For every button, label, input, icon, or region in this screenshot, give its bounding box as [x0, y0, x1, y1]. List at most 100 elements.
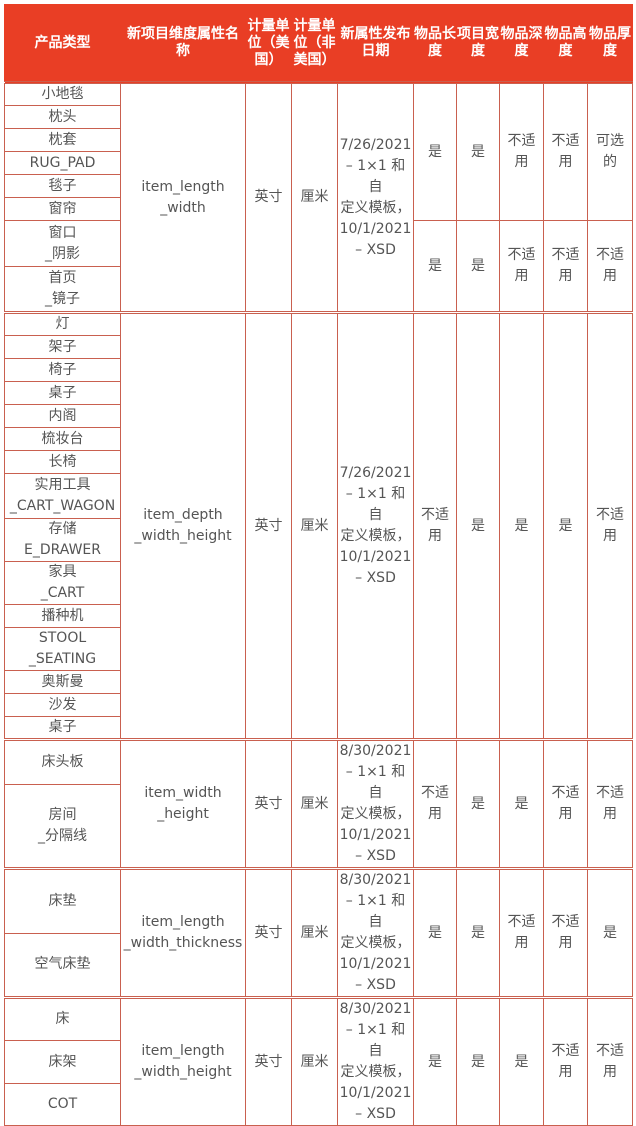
product-type-cell: 小地毯 [4, 81, 121, 106]
item-length-cell: 是 [413, 867, 457, 998]
item-length-cell: 不适 用 [413, 311, 457, 740]
item-length-cell: 不适 用 [413, 738, 457, 869]
header-release-date: 新属性发布日期 [337, 4, 414, 83]
table-row: STOOL _SEATING [4, 627, 633, 671]
item-width-cell: 是 [456, 738, 500, 869]
table-row: 床垫 item_length _width_thickness 英寸 厘米 8/30/2… [4, 867, 633, 998]
product-type-cell: 梳妆台 [4, 427, 121, 451]
item-depth-cell: 不适 用 [499, 81, 544, 221]
header-item-depth: 物品深度 [499, 4, 544, 83]
product-type-cell: 沙发 [4, 693, 121, 717]
table-row: 床 item_length _width_height 英寸 厘米 8/30/2021 … [4, 995, 633, 1126]
item-length-cell: 是 [413, 996, 457, 1126]
product-type-cell: 内阁 [4, 404, 121, 428]
item-thickness-cell: 不适 用 [587, 996, 633, 1126]
table-row: 枕套 [4, 128, 633, 152]
product-type-cell: 桌子 [4, 381, 121, 405]
product-type-cell: 灯 [4, 311, 121, 336]
item-thickness-cell: 是 [587, 867, 633, 998]
table-row: 窗口 _阴影是是不适 用不适 用不适 用 [4, 220, 633, 313]
release-date-cell: 7/26/2021 – 1×1 和自 定义模板， 10/1/2021 – XSD [337, 81, 414, 313]
product-dimension-table: 产品类型 新项目维度属性名称 计量单位（美国） 计量单位（非美国） 新属性发布日期 物品长… [4, 4, 633, 1126]
unit-us-cell: 英寸 [245, 311, 292, 740]
item-length-cell: 是 [413, 220, 457, 313]
item-thickness-cell: 不适 用 [587, 311, 633, 740]
product-type-cell: 床 [4, 995, 121, 1042]
unit-non-us-cell: 厘米 [291, 996, 338, 1126]
header-item-height: 物品高度 [543, 4, 588, 83]
header-unit-us: 计量单位（美国） [245, 4, 292, 83]
header-product-type: 产品类型 [4, 4, 121, 83]
product-type-cell: 枕头 [4, 105, 121, 129]
product-type-cell: 床头板 [4, 738, 121, 785]
unit-non-us-cell: 厘米 [291, 311, 338, 740]
product-type-cell: 架子 [4, 335, 121, 359]
release-date-cell: 8/30/2021 – 1×1 和自 定义模板， 10/1/2021 – XSD [337, 738, 414, 869]
header-attribute-name: 新项目维度属性名称 [120, 4, 246, 83]
table-row: 房间 _分隔线 [4, 783, 633, 870]
item-height-cell: 是 [543, 311, 588, 740]
table-row: 毯子 [4, 174, 633, 198]
table-row: 小地毯 item_length _width 英寸 厘米 7/26/2021 – 1×1… [4, 81, 633, 313]
header-row: 产品类型 新项目维度属性名称 计量单位（美国） 计量单位（非美国） 新属性发布日期 物品长… [4, 4, 633, 83]
attribute-name-cell: item_depth _width_height [120, 311, 246, 740]
product-type-cell: 空气床垫 [4, 932, 121, 998]
release-date-cell: 8/30/2021 – 1×1 和自 定义模板， 10/1/2021 – XSD [337, 996, 414, 1126]
product-type-cell: COT [4, 1083, 121, 1126]
attribute-name-cell: item_length _width [120, 81, 246, 313]
unit-non-us-cell: 厘米 [291, 738, 338, 869]
unit-us-cell: 英寸 [245, 738, 292, 869]
table-row: 梳妆台 [4, 427, 633, 451]
table-row: 桌子 [4, 381, 633, 405]
release-date-cell: 7/26/2021 – 1×1 和自 定义模板， 10/1/2021 – XSD [337, 311, 414, 740]
product-type-cell: 椅子 [4, 358, 121, 382]
product-type-cell: 枕套 [4, 128, 121, 152]
table-row: 灯 item_depth _width_height 英寸 厘米 7/26/2021 –… [4, 311, 633, 740]
item-depth-cell: 是 [499, 738, 544, 869]
item-thickness-cell: 可选 的 [587, 81, 633, 221]
table-row: 空气床垫 [4, 932, 633, 998]
table-row: 床头板 item_width _height 英寸 厘米 8/30/2021 – 1×1… [4, 738, 633, 869]
item-height-cell: 不适 用 [543, 996, 588, 1126]
table-row: 床架 [4, 1040, 633, 1085]
table-row: 椅子 [4, 358, 633, 382]
product-type-cell: 长椅 [4, 450, 121, 474]
item-width-cell: 是 [456, 220, 500, 313]
header-item-thickness: 物品厚度 [587, 4, 633, 83]
product-type-cell: 存储 E_DRAWER [4, 518, 121, 562]
product-type-cell: 毯子 [4, 174, 121, 198]
unit-us-cell: 英寸 [245, 867, 292, 998]
product-type-cell: RUG_PAD [4, 151, 121, 175]
header-unit-non-us: 计量单位（非美国） [291, 4, 338, 83]
product-type-cell: 房间 _分隔线 [4, 783, 121, 870]
unit-non-us-cell: 厘米 [291, 867, 338, 998]
item-depth-cell: 是 [499, 996, 544, 1126]
product-type-cell: 首页 _镜子 [4, 266, 121, 313]
product-type-cell: 播种机 [4, 604, 121, 628]
product-type-cell: 奥斯曼 [4, 670, 121, 694]
item-depth-cell: 不适 用 [499, 220, 544, 313]
item-height-cell: 不适 用 [543, 738, 588, 869]
item-width-cell: 是 [456, 996, 500, 1126]
unit-us-cell: 英寸 [245, 996, 292, 1126]
item-height-cell: 不适 用 [543, 867, 588, 998]
product-type-cell: 床架 [4, 1040, 121, 1085]
table-row: 架子 [4, 335, 633, 359]
product-type-cell: 桌子 [4, 716, 121, 740]
product-type-cell: STOOL _SEATING [4, 627, 121, 671]
release-date-cell: 8/30/2021 – 1×1 和自 定义模板， 10/1/2021 – XSD [337, 867, 414, 998]
table-row: 实用工具 _CART_WAGON [4, 473, 633, 519]
header-item-length: 物品长度 [413, 4, 457, 83]
table-row: 长椅 [4, 450, 633, 474]
header-item-width: 项目宽度 [456, 4, 500, 83]
item-height-cell: 不适 用 [543, 220, 588, 313]
product-type-cell: 床垫 [4, 867, 121, 934]
item-depth-cell: 是 [499, 311, 544, 740]
table-row: 播种机 [4, 604, 633, 628]
attribute-name-cell: item_length _width_height [120, 996, 246, 1126]
item-thickness-cell: 不适 用 [587, 738, 633, 869]
table-row: 桌子 [4, 716, 633, 740]
product-type-cell: 窗口 _阴影 [4, 220, 121, 267]
product-type-cell: 实用工具 _CART_WAGON [4, 473, 121, 519]
table-row: 存储 E_DRAWER [4, 518, 633, 562]
